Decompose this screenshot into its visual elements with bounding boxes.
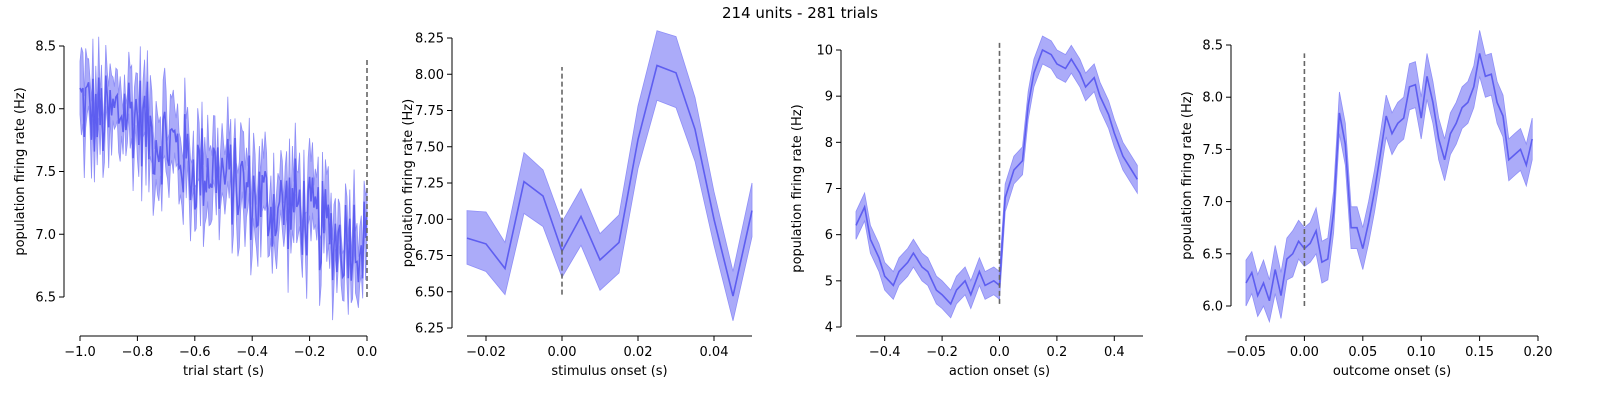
x-tick-label-1: 0.0	[357, 345, 378, 360]
x-tick-label-4: 0.05	[1348, 345, 1377, 360]
y-tick-label-2: 6.50	[415, 285, 444, 300]
y-tick-label-4: 8.0	[1202, 91, 1223, 106]
x-tick-label-2: 0.00	[548, 345, 577, 360]
x-tick-label-3: −0.4	[869, 345, 901, 360]
x-tick-label-2: 0.02	[624, 345, 653, 360]
y-tick-label-2: 7.50	[415, 140, 444, 155]
confidence-band-2	[466, 30, 753, 321]
y-axis-label-4: population firing rate (Hz)	[1180, 91, 1195, 259]
mean-line-4	[1245, 53, 1533, 302]
x-axis-label-1: trial start (s)	[183, 364, 264, 379]
x-tick-label-2: −0.02	[466, 345, 506, 360]
x-tick-label-1: −0.2	[294, 345, 326, 360]
y-tick-label-2: 8.25	[415, 32, 444, 47]
y-tick-label-3: 5	[825, 274, 833, 289]
y-tick-label-2: 7.25	[415, 177, 444, 192]
x-tick-label-1: −0.8	[122, 345, 154, 360]
x-axis-label-3: action onset (s)	[949, 364, 1050, 379]
x-tick-label-4: 0.00	[1290, 345, 1319, 360]
y-tick-label-2: 6.75	[415, 249, 444, 264]
y-tick-label-4: 7.5	[1202, 143, 1223, 158]
confidence-band-3	[855, 35, 1138, 319]
y-axis-label-2: population firing rate (Hz)	[401, 99, 416, 267]
x-tick-label-1: −0.6	[179, 345, 211, 360]
x-tick-label-3: 0.4	[1104, 345, 1125, 360]
y-tick-label-2: 7.75	[415, 104, 444, 119]
y-tick-label-2: 6.25	[415, 322, 444, 337]
x-tick-label-3: 0.2	[1047, 345, 1068, 360]
figure-title: 214 units - 281 trials	[721, 4, 878, 22]
x-tick-label-2: 0.04	[700, 345, 729, 360]
y-tick-label-3: 8	[825, 136, 833, 151]
y-tick-label-4: 7.0	[1202, 195, 1223, 210]
x-tick-label-4: −0.05	[1226, 345, 1266, 360]
y-tick-label-1: 7.0	[35, 228, 56, 243]
x-tick-label-4: 0.15	[1465, 345, 1494, 360]
y-axis-label-3: population firing rate (Hz)	[790, 104, 805, 272]
y-tick-label-1: 8.0	[35, 102, 56, 117]
x-tick-label-3: 0.0	[989, 345, 1010, 360]
x-tick-label-3: −0.2	[926, 345, 958, 360]
mean-line-3	[855, 48, 1138, 306]
x-axis-label-4: outcome onset (s)	[1333, 364, 1451, 379]
confidence-band-4	[1245, 30, 1533, 324]
y-tick-label-2: 8.00	[415, 68, 444, 83]
x-tick-label-4: 0.20	[1524, 345, 1553, 360]
y-tick-label-4: 6.5	[1202, 247, 1223, 262]
y-tick-label-3: 10	[816, 44, 833, 59]
y-tick-label-1: 7.5	[35, 165, 56, 180]
x-tick-label-1: −0.4	[236, 345, 268, 360]
y-tick-label-1: 8.5	[35, 40, 56, 55]
mean-line-1	[79, 75, 368, 283]
y-tick-label-4: 8.5	[1202, 39, 1223, 54]
y-axis-label-1: population firing rate (Hz)	[13, 87, 28, 255]
x-axis-label-2: stimulus onset (s)	[551, 364, 667, 379]
y-tick-label-3: 9	[825, 90, 833, 105]
y-tick-label-4: 6.0	[1202, 300, 1223, 315]
y-tick-label-2: 7.00	[415, 213, 444, 228]
y-tick-label-1: 6.5	[35, 291, 56, 306]
x-tick-label-1: −1.0	[64, 345, 96, 360]
y-tick-label-3: 4	[825, 321, 833, 336]
x-tick-label-4: 0.10	[1407, 345, 1436, 360]
y-tick-label-3: 6	[825, 228, 833, 243]
y-tick-label-3: 7	[825, 182, 833, 197]
mean-line-2	[466, 64, 753, 297]
